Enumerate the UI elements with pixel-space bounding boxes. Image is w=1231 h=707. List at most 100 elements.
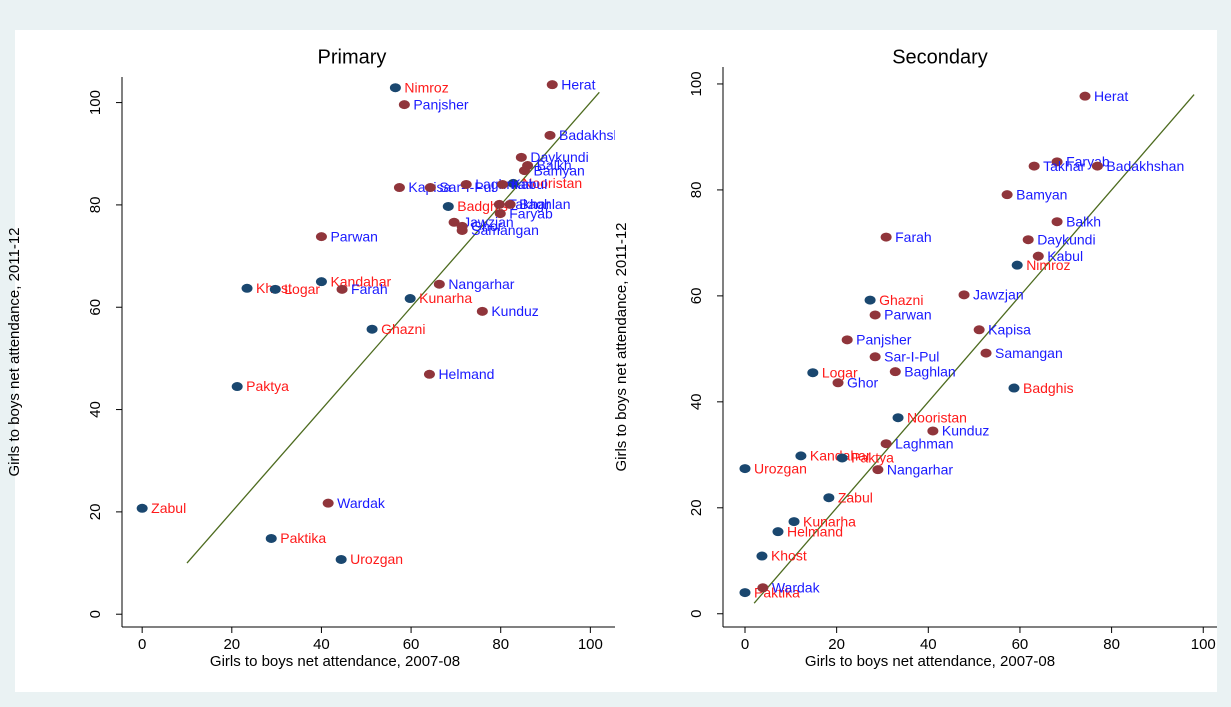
point <box>823 493 835 503</box>
point <box>456 225 468 235</box>
point <box>507 178 519 188</box>
point-label: Daykundi <box>1037 231 1095 247</box>
x-tick-label: 40 <box>920 636 937 653</box>
point <box>315 277 327 287</box>
point <box>269 284 281 294</box>
point <box>788 517 800 527</box>
point-label: Nangarhar <box>448 276 514 292</box>
point-label: Ghazni <box>381 321 425 337</box>
plot-area: NimrozGhazniLogarBadghisNooristanKandaha… <box>739 88 1195 604</box>
point-label: Parwan <box>330 228 377 244</box>
point-label: Urozgan <box>350 551 403 567</box>
point <box>515 152 527 162</box>
point-label: Zabul <box>151 500 186 516</box>
point-label: Sar-I-Pul <box>884 349 939 365</box>
x-tick-label: 0 <box>741 636 749 653</box>
point-label: Nooristan <box>907 409 967 425</box>
point <box>423 369 435 379</box>
point <box>315 232 327 242</box>
point-label: Laghman <box>895 435 953 451</box>
point <box>973 325 985 335</box>
point <box>872 465 884 475</box>
point-label: Panjsher <box>856 332 912 348</box>
point <box>497 179 509 189</box>
point <box>389 83 401 93</box>
point-label: Paktika <box>280 530 326 546</box>
point <box>366 324 378 334</box>
point-label: Wardak <box>772 579 821 595</box>
point <box>1051 157 1063 167</box>
point <box>335 554 347 564</box>
point-label: Zabul <box>838 489 873 505</box>
x-tick-label: 100 <box>578 636 603 653</box>
point <box>136 503 148 513</box>
point <box>1028 161 1040 171</box>
point-label: Khost <box>771 548 807 564</box>
point <box>448 217 460 227</box>
point-label: Ghor <box>471 218 502 234</box>
point-label: Kunduz <box>491 303 538 319</box>
point-label: Daykundi <box>530 149 588 165</box>
point-label: Logar <box>822 364 858 380</box>
point <box>433 279 445 289</box>
point-label: Wardak <box>337 495 386 511</box>
point <box>739 588 751 598</box>
point <box>1091 161 1103 171</box>
fit-line <box>186 91 600 564</box>
x-tick-label: 80 <box>492 636 509 653</box>
point <box>398 100 410 110</box>
point <box>739 464 751 474</box>
point-label: Badakhshan <box>1106 158 1184 174</box>
point-label: Samangan <box>471 222 539 238</box>
point-label: Baghlan <box>519 196 570 212</box>
point <box>841 335 853 345</box>
x-tick-label: 0 <box>138 636 146 653</box>
y-tick-label: 0 <box>688 610 705 618</box>
x-tick-label: 20 <box>828 636 845 653</box>
x-axis-label: Girls to boys net attendance, 2007-08 <box>805 653 1055 670</box>
x-tick-label: 100 <box>1191 636 1216 653</box>
point-label: Helmand <box>787 523 843 539</box>
point-label: Samangan <box>995 345 1063 361</box>
x-tick-label: 40 <box>313 636 330 653</box>
graph-region <box>15 30 1217 692</box>
point-label: Kunduz <box>942 423 989 439</box>
point-label: Kapisa <box>988 321 1031 337</box>
point <box>1022 235 1034 245</box>
point-label: Badghis <box>1023 380 1074 396</box>
point <box>880 439 892 449</box>
point-label: Balkh <box>537 157 572 173</box>
point-label: Farah <box>895 229 932 245</box>
point-label: Takhar <box>508 196 550 212</box>
point <box>864 295 876 305</box>
point-label: Logar <box>284 281 320 297</box>
y-tick-label: 20 <box>87 504 104 521</box>
y-tick-label: 100 <box>87 90 104 115</box>
x-tick-label: 20 <box>223 636 240 653</box>
y-tick-label: 60 <box>87 299 104 316</box>
point <box>892 413 904 423</box>
y-tick-label: 40 <box>87 401 104 418</box>
point <box>404 294 416 304</box>
point <box>241 283 253 293</box>
point-label: Paktya <box>851 450 894 466</box>
point <box>880 232 892 242</box>
point <box>231 382 243 392</box>
point <box>546 80 558 90</box>
point-label: Helmand <box>438 366 494 382</box>
y-tick-label: 100 <box>688 71 705 96</box>
y-tick-label: 40 <box>688 393 705 410</box>
x-axis-label: Girls to boys net attendance, 2007-08 <box>210 653 460 670</box>
point <box>756 551 768 561</box>
point-label: Parwan <box>884 307 931 323</box>
point-label: Kabul <box>512 176 548 192</box>
point-label: Ghazni <box>879 292 923 308</box>
point-label: Paktya <box>246 378 289 394</box>
point-label: Urozgan <box>754 460 807 476</box>
point <box>958 290 970 300</box>
panel-title: Primary <box>318 46 387 68</box>
point <box>518 166 530 176</box>
point <box>795 451 807 461</box>
point-label: Faryab <box>509 205 553 221</box>
point <box>442 201 454 211</box>
